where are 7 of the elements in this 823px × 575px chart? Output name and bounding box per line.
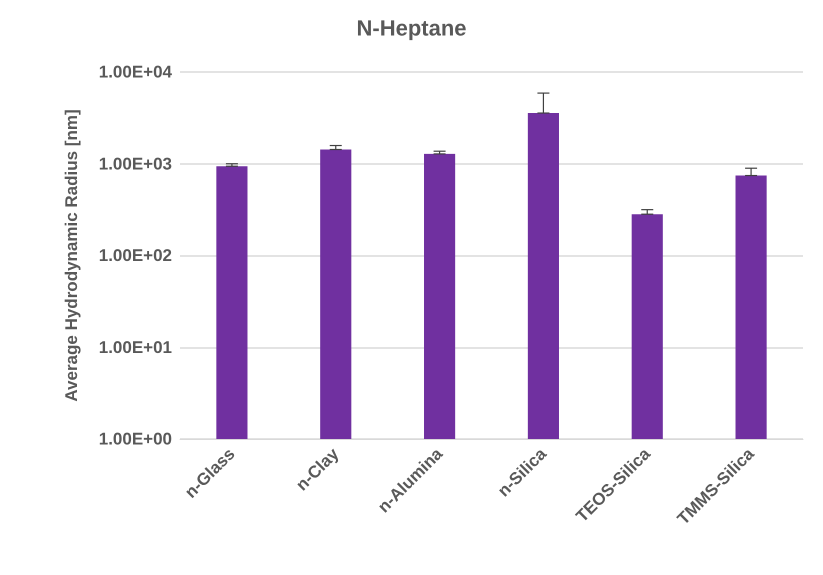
y-tick-label: 1.00E+03	[98, 154, 172, 174]
y-tick-label: 1.00E+01	[98, 338, 172, 357]
y-axis-title: Average Hydrodynamic Radius [nm]	[62, 109, 81, 402]
y-tick-label: 1.00E+04	[98, 62, 173, 82]
y-tick-label: 1.00E+00	[98, 430, 172, 448]
y-tick-label: 1.00E+02	[98, 246, 172, 265]
chart-title: N-Heptane	[356, 16, 467, 40]
